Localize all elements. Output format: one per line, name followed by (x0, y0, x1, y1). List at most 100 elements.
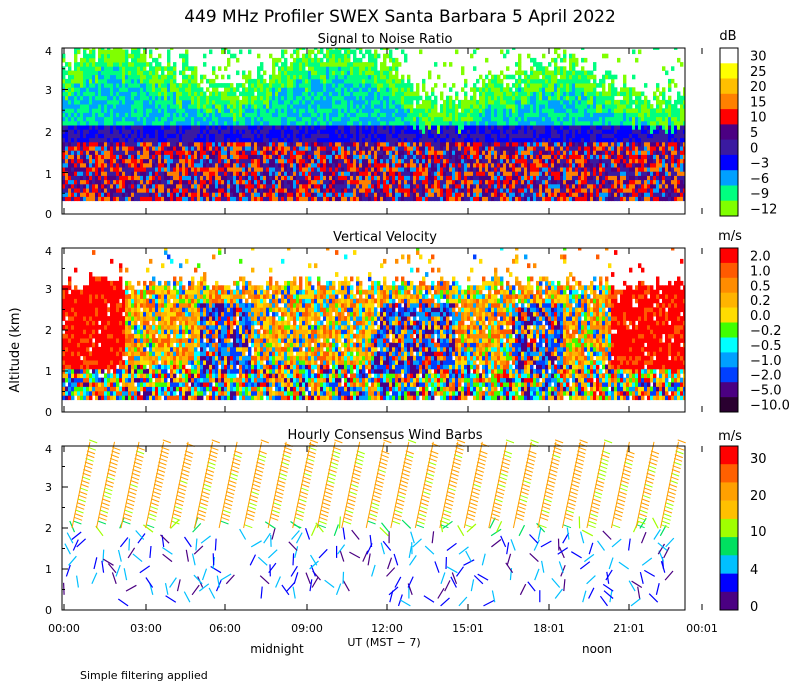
snr-cell (455, 116, 459, 122)
snr-cell (146, 83, 150, 88)
snr-cell (446, 188, 450, 193)
snr-cell (146, 146, 150, 151)
snr-cell (275, 83, 279, 88)
snr-cell (527, 108, 531, 113)
snr-cell (365, 108, 369, 113)
snr-cell (458, 133, 462, 139)
snr-cell (491, 108, 495, 113)
snr-cell (272, 112, 276, 118)
snr-cell (74, 175, 78, 181)
snr-cell (470, 125, 474, 130)
snr-cell (359, 171, 363, 176)
snr-cell (80, 196, 84, 202)
snr-cell (152, 196, 156, 202)
snr-cell (257, 116, 261, 122)
snr-cell (446, 167, 450, 172)
snr-cell (464, 175, 468, 181)
snr-cell (92, 74, 96, 80)
snr-cell (161, 171, 165, 176)
snr-cell (236, 99, 240, 105)
snr-cell (359, 48, 363, 50)
snr-cell (449, 154, 453, 160)
snr-cell (296, 66, 300, 71)
snr-cell (485, 57, 489, 63)
snr-cell (242, 108, 246, 113)
snr-cell (383, 133, 387, 139)
snr-cell (104, 66, 108, 71)
snr-cell (209, 183, 213, 189)
snr-cell (212, 183, 216, 189)
snr-cell (374, 129, 378, 134)
snr-cell (197, 137, 201, 143)
snr-cell (353, 141, 357, 147)
snr-cell (485, 74, 489, 80)
snr-cell (122, 87, 126, 92)
snr-cell (185, 53, 189, 59)
snr-cell (338, 146, 342, 151)
snr-cell (122, 66, 126, 71)
snr-cell (419, 95, 423, 101)
snr-cell (440, 91, 444, 97)
snr-cell (161, 150, 165, 155)
snr-cell (65, 158, 69, 164)
snr-cell (257, 108, 261, 113)
snr-cell (68, 70, 72, 76)
snr-cell (128, 158, 132, 164)
snr-cell (512, 188, 516, 193)
snr-cell (293, 83, 297, 88)
snr-cell (377, 91, 381, 97)
snr-cell (506, 175, 510, 181)
snr-cell (167, 112, 171, 118)
snr-cell (239, 167, 243, 172)
snr-cell (359, 192, 363, 197)
snr-cell (356, 162, 360, 168)
snr-cell (467, 158, 471, 164)
snr-cell (320, 104, 324, 109)
snr-cell (293, 192, 297, 197)
snr-cell (503, 91, 507, 97)
snr-cell (317, 66, 321, 71)
snr-cell (257, 196, 261, 202)
snr-cell (236, 141, 240, 147)
snr-cell (362, 154, 366, 160)
snr-cell (218, 146, 222, 151)
snr-cell (365, 162, 369, 168)
snr-cell (278, 83, 282, 88)
snr-cell (317, 141, 321, 147)
snr-cell (92, 57, 96, 63)
snr-cell (269, 188, 273, 193)
snr-cell (308, 78, 312, 84)
snr-cell (182, 141, 186, 147)
snr-cell (371, 91, 375, 97)
snr-cell (131, 154, 135, 160)
snr-cell (500, 183, 504, 189)
snr-cell (491, 188, 495, 193)
snr-cell (314, 133, 318, 139)
snr-cell (170, 192, 174, 197)
snr-cell (449, 192, 453, 197)
snr-cell (254, 167, 258, 172)
snr-cell (104, 83, 108, 88)
snr-cell (446, 196, 450, 202)
snr-cell (194, 171, 198, 176)
snr-cell (500, 133, 504, 139)
snr-cell (401, 146, 405, 151)
snr-cell (416, 137, 420, 143)
snr-cell (131, 129, 135, 134)
snr-cell (527, 150, 531, 155)
snr-cell (305, 154, 309, 160)
snr-cell (179, 120, 183, 126)
snr-cell (521, 196, 525, 202)
snr-cell (134, 116, 138, 122)
snr-cell (461, 137, 465, 143)
snr-cell (137, 192, 141, 197)
snr-cell (263, 104, 267, 109)
snr-cell (68, 99, 72, 105)
snr-cell (293, 158, 297, 164)
snr-cell (332, 74, 336, 80)
snr-cell (419, 162, 423, 168)
snr-cell (134, 188, 138, 193)
snr-cell (434, 192, 438, 197)
snr-cell (188, 66, 192, 71)
snr-cell (302, 175, 306, 181)
